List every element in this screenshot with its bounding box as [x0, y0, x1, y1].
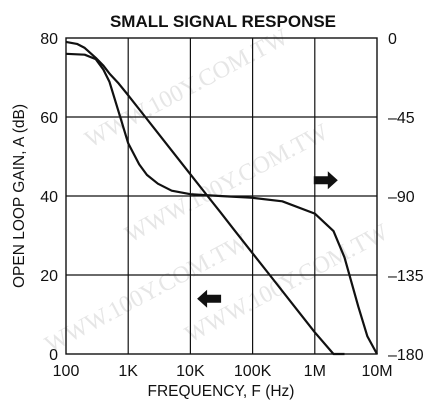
watermark-text-2: WWW.100Y.COM.TW: [181, 219, 393, 348]
x-tick-label: 10K: [176, 363, 205, 380]
watermark-layer: WWW.100Y.COM.TWWWW.100Y.COM.TWWWW.100Y.C…: [41, 24, 393, 358]
y-tick-label: 20: [40, 268, 58, 285]
series-layer: [65, 40, 378, 356]
y2-tick-label: –90: [388, 189, 415, 206]
y2-tick-label: –135: [388, 268, 424, 285]
y2-tick-label: –45: [388, 110, 415, 127]
watermark-text-1: WWW.100Y.COM.TW: [121, 119, 333, 248]
tick-labels: 100 1K 10K 100K 1M 10M 0 20 40 60 80 0 –45 –90 –135 –18…: [40, 31, 423, 380]
y-tick-label: 0: [49, 347, 58, 364]
x-tick-label: 100K: [234, 363, 272, 380]
x-tick-label: 10M: [361, 363, 392, 380]
x-tick-label: 1K: [118, 363, 138, 380]
y2-tick-label: –180: [388, 347, 424, 364]
x-axis-label: FREQUENCY, F (Hz): [148, 383, 295, 400]
x-tick-label: 100: [53, 363, 80, 380]
arrow-layer: [197, 171, 338, 308]
plot-frame: [65, 37, 378, 355]
y-tick-label: 60: [40, 110, 58, 127]
y-tick-label: 80: [40, 31, 58, 48]
y-axis-label: OPEN LOOP GAIN, A (dB): [11, 104, 28, 288]
y2-tick-label: 0: [388, 31, 397, 48]
arrow-right-icon: [313, 171, 338, 190]
phase-curve: [65, 52, 378, 355]
x-tick-label: 1M: [304, 363, 326, 380]
arrow-left-icon: [197, 289, 222, 308]
watermark-text-3: WWW.100Y.COM.TW: [41, 229, 253, 358]
chart-title: SMALL SIGNAL RESPONSE: [110, 12, 336, 31]
y-tick-label: 40: [40, 189, 58, 206]
